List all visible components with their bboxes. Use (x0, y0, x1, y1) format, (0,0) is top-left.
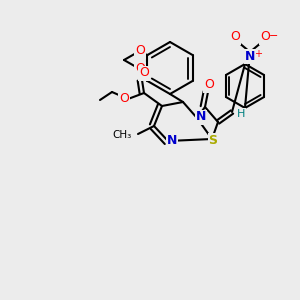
Text: O: O (119, 92, 129, 104)
Text: O: O (139, 67, 149, 80)
Text: S: S (208, 134, 217, 146)
Text: O: O (260, 31, 270, 44)
Text: +: + (254, 49, 262, 59)
Text: N: N (245, 50, 255, 62)
Text: H: H (237, 109, 245, 119)
Text: O: O (135, 44, 145, 58)
Text: −: − (269, 31, 278, 41)
Text: CH₃: CH₃ (113, 130, 132, 140)
Text: N: N (196, 110, 206, 124)
Text: N: N (167, 134, 177, 146)
Text: O: O (135, 62, 145, 76)
Text: O: O (230, 31, 240, 44)
Text: O: O (204, 79, 214, 92)
